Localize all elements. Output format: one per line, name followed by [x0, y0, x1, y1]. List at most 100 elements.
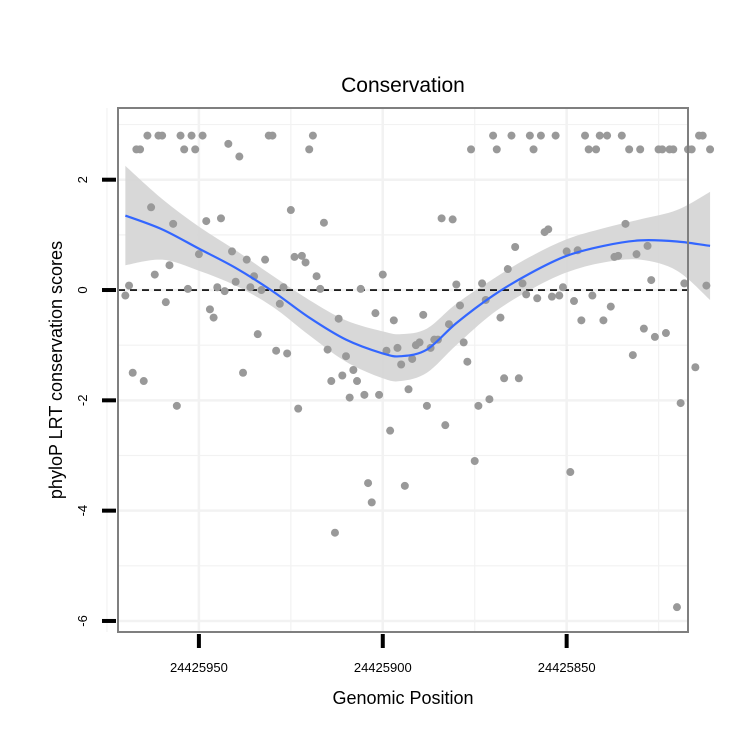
data-point — [257, 286, 266, 295]
data-point — [378, 270, 387, 279]
data-point — [375, 390, 384, 399]
x-tick-label: 24425850 — [538, 660, 596, 675]
data-point — [367, 498, 376, 507]
data-point — [389, 316, 398, 325]
data-point — [400, 481, 409, 490]
data-point — [228, 247, 236, 256]
data-point — [334, 314, 343, 323]
data-point — [588, 291, 597, 300]
data-point — [658, 145, 667, 154]
data-point — [444, 320, 453, 329]
data-point — [213, 283, 222, 292]
data-point — [143, 131, 152, 140]
data-point — [415, 338, 424, 347]
data-point — [503, 265, 512, 274]
data-point — [220, 287, 229, 296]
data-point — [183, 284, 192, 293]
chart-title: Conservation — [341, 74, 465, 97]
data-point — [371, 309, 380, 318]
x-tick-label: 24425900 — [354, 660, 412, 675]
data-point — [518, 279, 527, 288]
data-point — [687, 145, 696, 154]
data-points — [121, 131, 715, 612]
data-point — [308, 131, 317, 140]
data-point — [463, 357, 472, 366]
data-point — [180, 145, 189, 154]
data-point — [617, 131, 626, 140]
data-point — [603, 131, 612, 140]
data-point — [290, 252, 299, 261]
data-point — [294, 404, 303, 413]
data-point — [672, 603, 681, 612]
data-point — [231, 277, 240, 286]
data-point — [647, 276, 656, 285]
plot-border — [117, 107, 689, 633]
x-axis: 24425950 24425900 24425850 — [170, 634, 596, 675]
data-point — [661, 329, 670, 338]
y-tick-label: 0 — [75, 286, 90, 293]
data-point — [533, 294, 542, 303]
data-point — [312, 272, 321, 281]
data-point — [125, 281, 134, 290]
data-point — [158, 131, 167, 140]
data-point — [147, 203, 156, 212]
data-point — [551, 131, 560, 140]
data-point — [360, 390, 369, 399]
y-tick-label: -4 — [75, 505, 90, 517]
data-point — [514, 374, 523, 383]
data-point — [161, 298, 170, 307]
data-point — [592, 145, 601, 154]
data-point — [382, 346, 391, 355]
data-point — [128, 368, 137, 377]
data-point — [176, 131, 185, 140]
data-point — [356, 284, 365, 293]
data-point — [202, 217, 211, 226]
data-point — [614, 251, 623, 260]
y-tick-label: 2 — [75, 176, 90, 183]
data-point — [316, 284, 325, 293]
data-point — [628, 351, 637, 360]
data-point — [595, 131, 604, 140]
data-point — [191, 145, 200, 154]
data-point — [364, 479, 373, 488]
data-point — [650, 332, 659, 341]
data-point — [478, 279, 487, 288]
data-point — [268, 131, 277, 140]
data-point — [275, 299, 284, 308]
y-tick-label: -6 — [75, 615, 90, 627]
grid-lines — [106, 108, 688, 632]
data-point — [246, 283, 255, 292]
data-point — [205, 305, 214, 314]
data-point — [408, 354, 417, 363]
data-point — [621, 219, 630, 228]
data-point — [349, 366, 358, 374]
data-point — [577, 316, 586, 325]
data-point — [323, 345, 332, 354]
data-point — [698, 131, 707, 140]
data-point — [496, 313, 505, 322]
data-point — [165, 261, 174, 270]
x-tick-label: 24425950 — [170, 660, 228, 675]
data-point — [172, 401, 181, 410]
data-point — [209, 313, 218, 322]
data-point — [547, 292, 556, 301]
y-axis: 2 0 -2 -4 -6 — [75, 176, 116, 627]
data-point — [404, 385, 413, 394]
data-point — [187, 131, 196, 140]
data-point — [599, 316, 608, 325]
data-point — [507, 131, 516, 140]
data-point — [393, 343, 402, 352]
data-point — [544, 225, 553, 234]
smooth-trend-line — [124, 214, 711, 358]
data-point — [680, 279, 689, 288]
data-point — [330, 528, 339, 537]
data-point — [198, 131, 207, 140]
data-point — [643, 241, 652, 250]
data-point — [525, 131, 534, 140]
data-point — [150, 270, 159, 279]
data-point — [345, 393, 354, 402]
data-point — [283, 349, 292, 358]
data-point — [511, 242, 520, 251]
data-point — [338, 371, 347, 380]
data-point — [437, 214, 446, 223]
